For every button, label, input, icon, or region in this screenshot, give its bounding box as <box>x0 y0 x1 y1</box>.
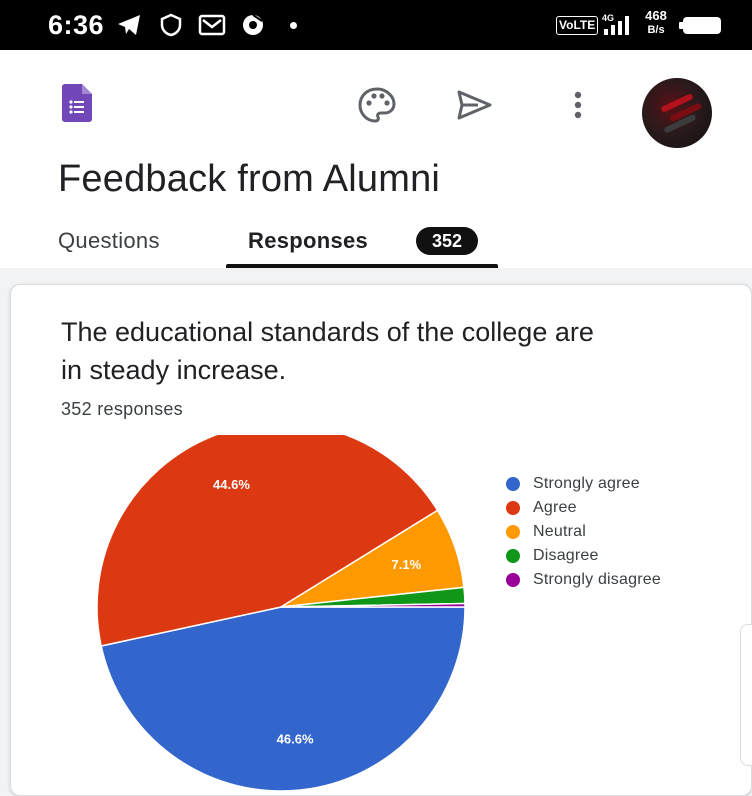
legend-swatch <box>506 549 520 563</box>
network-speed: 468 B/s <box>638 9 674 37</box>
mail-icon <box>198 14 226 36</box>
battery-icon <box>679 17 721 34</box>
pie-label-strongly-agree: 46.6% <box>277 732 314 747</box>
send-icon[interactable] <box>452 83 496 127</box>
chart-legend: Strongly agree Agree Neutral Disagree Strong… <box>506 472 661 592</box>
legend-label: Strongly agree <box>533 475 640 492</box>
legend-label: Neutral <box>533 523 586 540</box>
question-title: The educational standards of the college… <box>61 317 594 385</box>
legend-item: Strongly agree <box>506 472 661 496</box>
pie-slice-agree[interactable] <box>96 422 439 647</box>
legend-swatch <box>506 525 520 539</box>
legend-item: Neutral <box>506 520 661 544</box>
legend-label: Disagree <box>533 547 599 564</box>
response-count: 352 responses <box>61 399 183 419</box>
google-forms-logo[interactable] <box>62 84 92 122</box>
telegram-icon <box>118 15 140 35</box>
tab-indicator <box>226 264 498 268</box>
legend-label: Agree <box>533 499 577 516</box>
chrome-icon <box>243 14 263 35</box>
pie-chart-area: 46.6% 44.6% 7.1% <box>11 422 752 796</box>
legend-item: Agree <box>506 496 661 520</box>
legend-swatch <box>506 573 520 587</box>
avatar[interactable] <box>642 78 712 148</box>
more-vert-icon[interactable] <box>558 83 598 127</box>
tab-responses[interactable]: Responses 352 <box>226 216 498 268</box>
legend-item: Disagree <box>506 544 661 568</box>
legend-swatch <box>506 501 520 515</box>
volte-badge: VoLTE <box>556 16 599 35</box>
signal-icon: 4G <box>602 13 629 35</box>
pie-slice-strongly-disagree[interactable] <box>280 602 466 608</box>
shield-icon <box>160 13 182 37</box>
form-title: Feedback from Alumni <box>58 158 441 200</box>
tab-responses-label: Responses <box>248 228 369 253</box>
legend-label: Strongly disagree <box>533 571 661 588</box>
pie-chart: 46.6% 44.6% 7.1% <box>96 422 466 792</box>
status-bar: 6:36 VoLTE 4G 468 B/s <box>0 0 752 50</box>
network-speed-value: 468 <box>645 8 667 23</box>
pie-label-agree: 44.6% <box>213 477 250 492</box>
status-time: 6:36 <box>48 10 105 40</box>
legend-swatch <box>506 477 520 491</box>
pie-label-neutral: 7.1% <box>392 557 422 572</box>
side-panel-handle[interactable] <box>740 624 752 766</box>
legend-item: Strongly disagree <box>506 568 661 592</box>
network-speed-unit: B/s <box>647 24 665 36</box>
question-summary-card: The educational standards of the college… <box>10 284 752 796</box>
svg-text:4G: 4G <box>602 13 614 23</box>
notification-dot <box>290 22 297 29</box>
tab-questions[interactable]: Questions <box>58 228 160 253</box>
app-bar <box>0 50 752 150</box>
responses-count-badge: 352 <box>416 227 478 255</box>
palette-icon[interactable] <box>355 83 399 127</box>
pie-slice-strongly-agree[interactable] <box>100 606 466 792</box>
